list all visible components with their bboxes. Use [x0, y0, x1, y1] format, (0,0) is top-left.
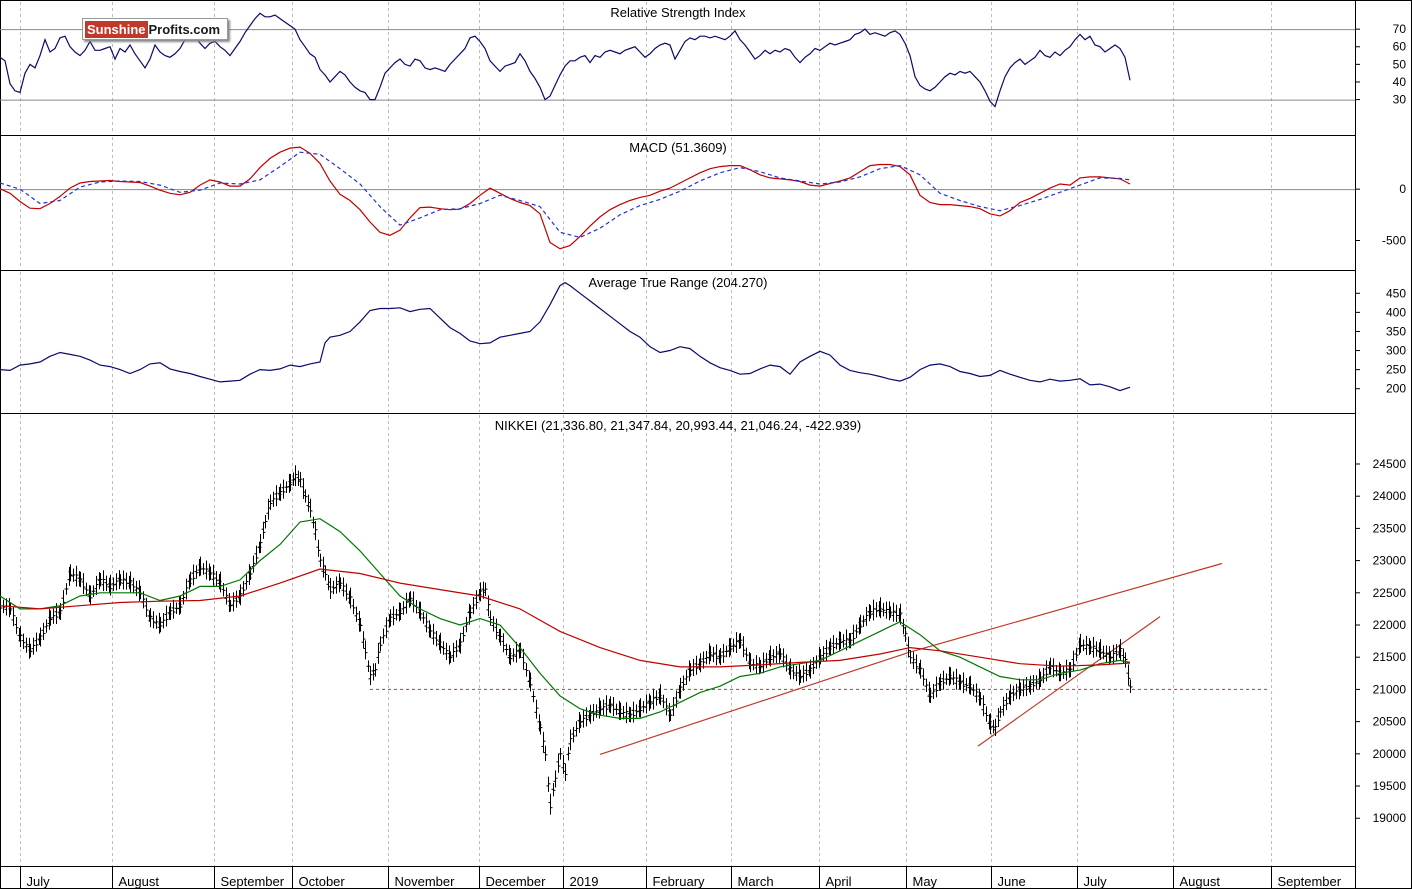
panel-title: MACD (51.3609) [629, 140, 727, 155]
value-tick-label: 22500 [1373, 586, 1407, 600]
value-tick-label: 40 [1393, 75, 1407, 89]
value-tick-label: 21500 [1373, 650, 1407, 664]
trend-line [977, 616, 1161, 747]
month-label-september: September [221, 874, 285, 889]
month-label-august: August [119, 874, 160, 889]
value-tick-label: 20000 [1373, 747, 1407, 761]
value-tick-label: 0 [1399, 182, 1406, 196]
value-tick-label: 19500 [1373, 779, 1407, 793]
value-tick-label: 50 [1393, 57, 1407, 71]
value-tick-label: 20500 [1373, 715, 1407, 729]
month-label-october: October [299, 874, 346, 889]
panel-title: NIKKEI (21,336.80, 21,347.84, 20,993.44,… [495, 418, 861, 433]
value-tick-label: 19000 [1373, 811, 1407, 825]
month-label-2019: 2019 [570, 874, 599, 889]
month-label-september: September [1278, 874, 1342, 889]
value-tick-label: 250 [1386, 363, 1406, 377]
month-label-july: July [27, 874, 51, 889]
logo-part-profits: Profits.com [148, 22, 221, 37]
month-label-december: December [486, 874, 547, 889]
month-label-november: November [395, 874, 456, 889]
value-tick-label: 60 [1393, 40, 1407, 54]
month-label-april: April [826, 874, 852, 889]
panel-title: Relative Strength Index [610, 5, 746, 20]
value-tick-label: -500 [1382, 233, 1406, 247]
value-tick-label: 200 [1386, 382, 1406, 396]
value-tick-label: 24000 [1373, 489, 1407, 503]
value-tick-label: 21000 [1373, 682, 1407, 696]
indicator-line [0, 568, 1131, 668]
value-tick-label: 23000 [1373, 554, 1407, 568]
trend-line [599, 651, 911, 756]
value-tick-label: 23500 [1373, 521, 1407, 535]
macd-line [0, 146, 1131, 250]
trend-line [909, 562, 1223, 653]
month-label-june: June [998, 874, 1026, 889]
value-tick-label: 300 [1386, 344, 1406, 358]
month-label-august: August [1180, 874, 1221, 889]
value-tick-label: 400 [1386, 305, 1406, 319]
value-tick-label: 30 [1393, 93, 1407, 107]
month-label-may: May [913, 874, 938, 889]
panel-title: Average True Range (204.270) [589, 275, 768, 290]
value-tick-label: 22000 [1373, 618, 1407, 632]
indicator-line [0, 518, 1131, 719]
sunshine-profits-logo: Sunshine Profits.com [82, 18, 228, 40]
price-bars [0, 465, 1133, 815]
signal-line [0, 151, 1131, 239]
value-tick-label: 450 [1386, 286, 1406, 300]
indicator-line [0, 281, 1131, 392]
month-label-march: March [738, 874, 774, 889]
month-label-february: February [653, 874, 706, 889]
value-tick-label: 350 [1386, 324, 1406, 338]
logo-part-sunshine: Sunshine [85, 21, 148, 38]
value-tick-label: 70 [1393, 22, 1407, 36]
month-label-july: July [1084, 874, 1108, 889]
value-tick-label: 24500 [1373, 457, 1407, 471]
